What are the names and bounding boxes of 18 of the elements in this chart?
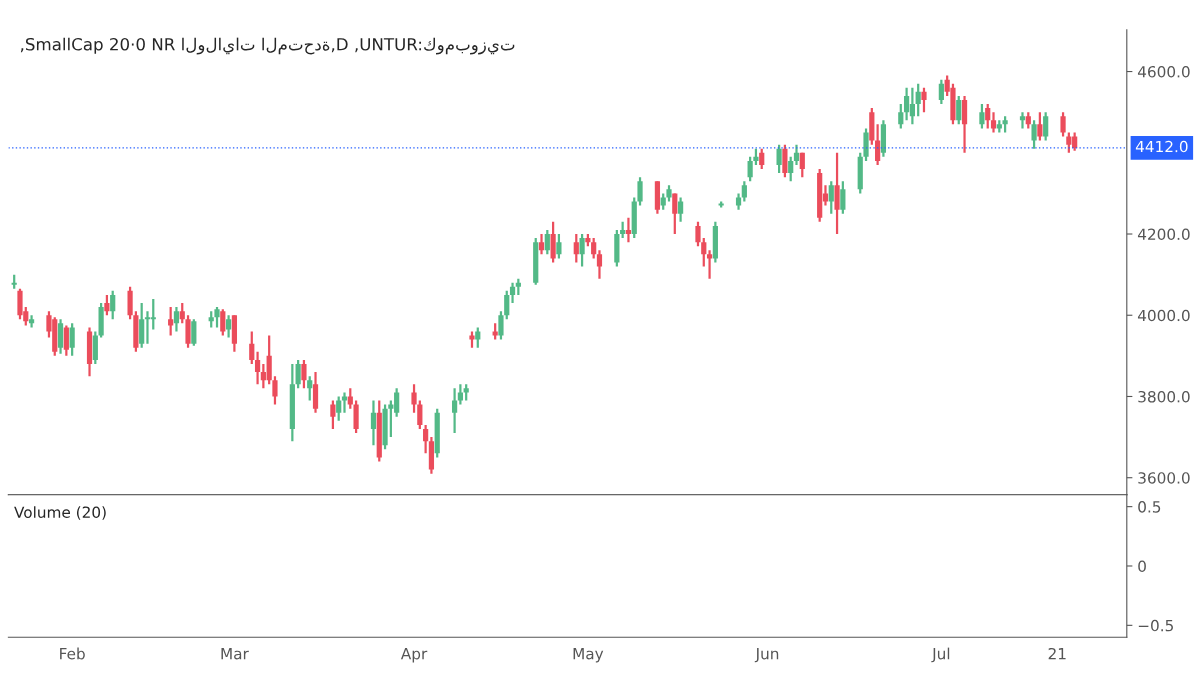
- chart-title: ,SmallCap 20·0 NR الولايات المتحدة,D ,UNTUR:كومبوزيت: [20, 37, 515, 55]
- x-tick-label: Jun: [754, 648, 779, 663]
- y-tick-label: 0.5: [1138, 501, 1161, 513]
- x-tick-label: Feb: [60, 647, 85, 660]
- y-tick-label: 0: [1138, 560, 1146, 573]
- y-tick-label: 3800.0: [1138, 390, 1190, 403]
- y-tick-label: 4600.0: [1137, 66, 1190, 78]
- x-tick-label: Mar: [221, 648, 249, 660]
- x-tick-label: Apr: [400, 648, 428, 663]
- ref-line-label: 4412.0: [1135, 140, 1188, 153]
- y-tick-label: 4000.0: [1137, 309, 1190, 322]
- y-tick-label: −0.5: [1138, 619, 1173, 632]
- y-tick-label: 4200.0: [1137, 228, 1190, 241]
- x-tick-label: Jul: [931, 647, 950, 663]
- y-tick-label: 3600.0: [1138, 472, 1190, 484]
- text: Volume (20): [14, 506, 106, 520]
- x-tick-label: May: [573, 648, 604, 663]
- x-tick-label: 21: [1048, 647, 1066, 660]
